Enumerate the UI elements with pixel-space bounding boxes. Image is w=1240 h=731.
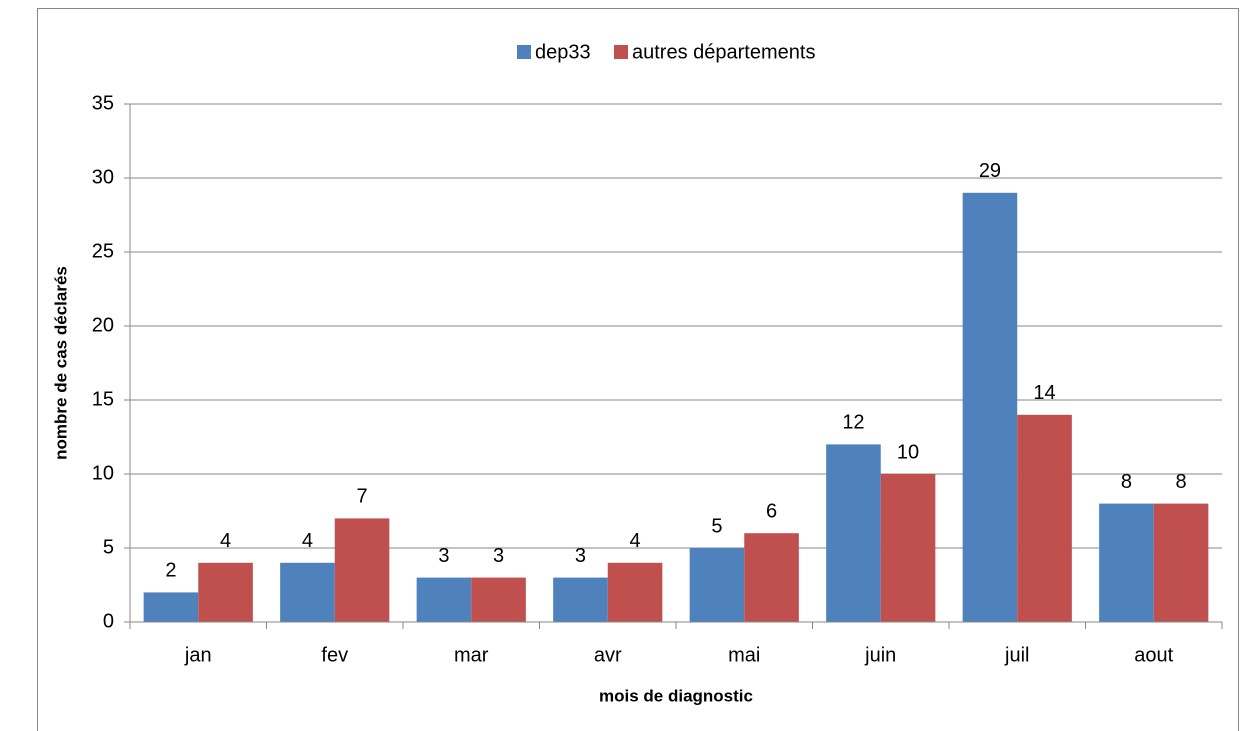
data-label: 3	[493, 545, 504, 567]
x-tick-label: juin	[864, 644, 896, 666]
data-label: 10	[897, 441, 919, 463]
data-label: 8	[1121, 471, 1132, 493]
y-tick-label: 0	[103, 610, 114, 632]
x-tick-label: juil	[1004, 644, 1029, 666]
legend-label: dep33	[535, 41, 591, 63]
bar	[744, 533, 799, 622]
bar	[607, 562, 663, 622]
legend-swatch	[517, 45, 531, 59]
bar	[826, 444, 881, 622]
bar	[553, 577, 608, 622]
bar	[689, 548, 745, 622]
x-tick-label: mar	[454, 644, 489, 666]
data-label: 7	[356, 486, 367, 508]
bar	[471, 577, 526, 622]
y-tick-label: 20	[92, 314, 114, 336]
bar	[1099, 503, 1154, 622]
bar	[280, 562, 335, 622]
x-tick-label: avr	[594, 644, 622, 666]
y-tick-label: 25	[92, 240, 114, 262]
data-label: 4	[629, 530, 640, 552]
data-label: 8	[1175, 471, 1186, 493]
data-label: 4	[302, 530, 313, 552]
bar	[143, 592, 199, 622]
y-tick-label: 35	[92, 92, 114, 114]
y-tick-label: 10	[92, 462, 114, 484]
y-tick-label: 15	[92, 388, 114, 410]
x-tick-label: jan	[184, 644, 212, 666]
bar	[880, 474, 936, 622]
data-label: 4	[220, 530, 231, 552]
chart-border	[37, 8, 1239, 731]
x-tick-label: aout	[1134, 644, 1173, 666]
bar	[198, 562, 253, 622]
legend-swatch	[614, 45, 628, 59]
y-axis-title: nombre de cas déclarés	[51, 266, 70, 460]
data-label: 29	[979, 160, 1001, 182]
y-tick-label: 5	[103, 536, 114, 558]
data-label: 3	[575, 545, 586, 567]
x-axis-title: mois de diagnostic	[599, 686, 753, 705]
data-label: 5	[711, 515, 722, 537]
data-label: 2	[165, 560, 176, 582]
x-tick-label: mai	[728, 644, 760, 666]
bar	[1017, 414, 1072, 622]
data-label: 14	[1033, 382, 1055, 404]
bar	[962, 192, 1018, 623]
bar	[1153, 503, 1209, 622]
data-label: 6	[766, 500, 777, 522]
bar	[334, 518, 390, 622]
data-label: 12	[842, 412, 864, 434]
data-label: 3	[438, 545, 449, 567]
x-tick-label: fev	[321, 644, 348, 666]
y-tick-label: 30	[92, 166, 114, 188]
bar	[416, 577, 472, 622]
legend-label: autres départements	[632, 41, 815, 63]
